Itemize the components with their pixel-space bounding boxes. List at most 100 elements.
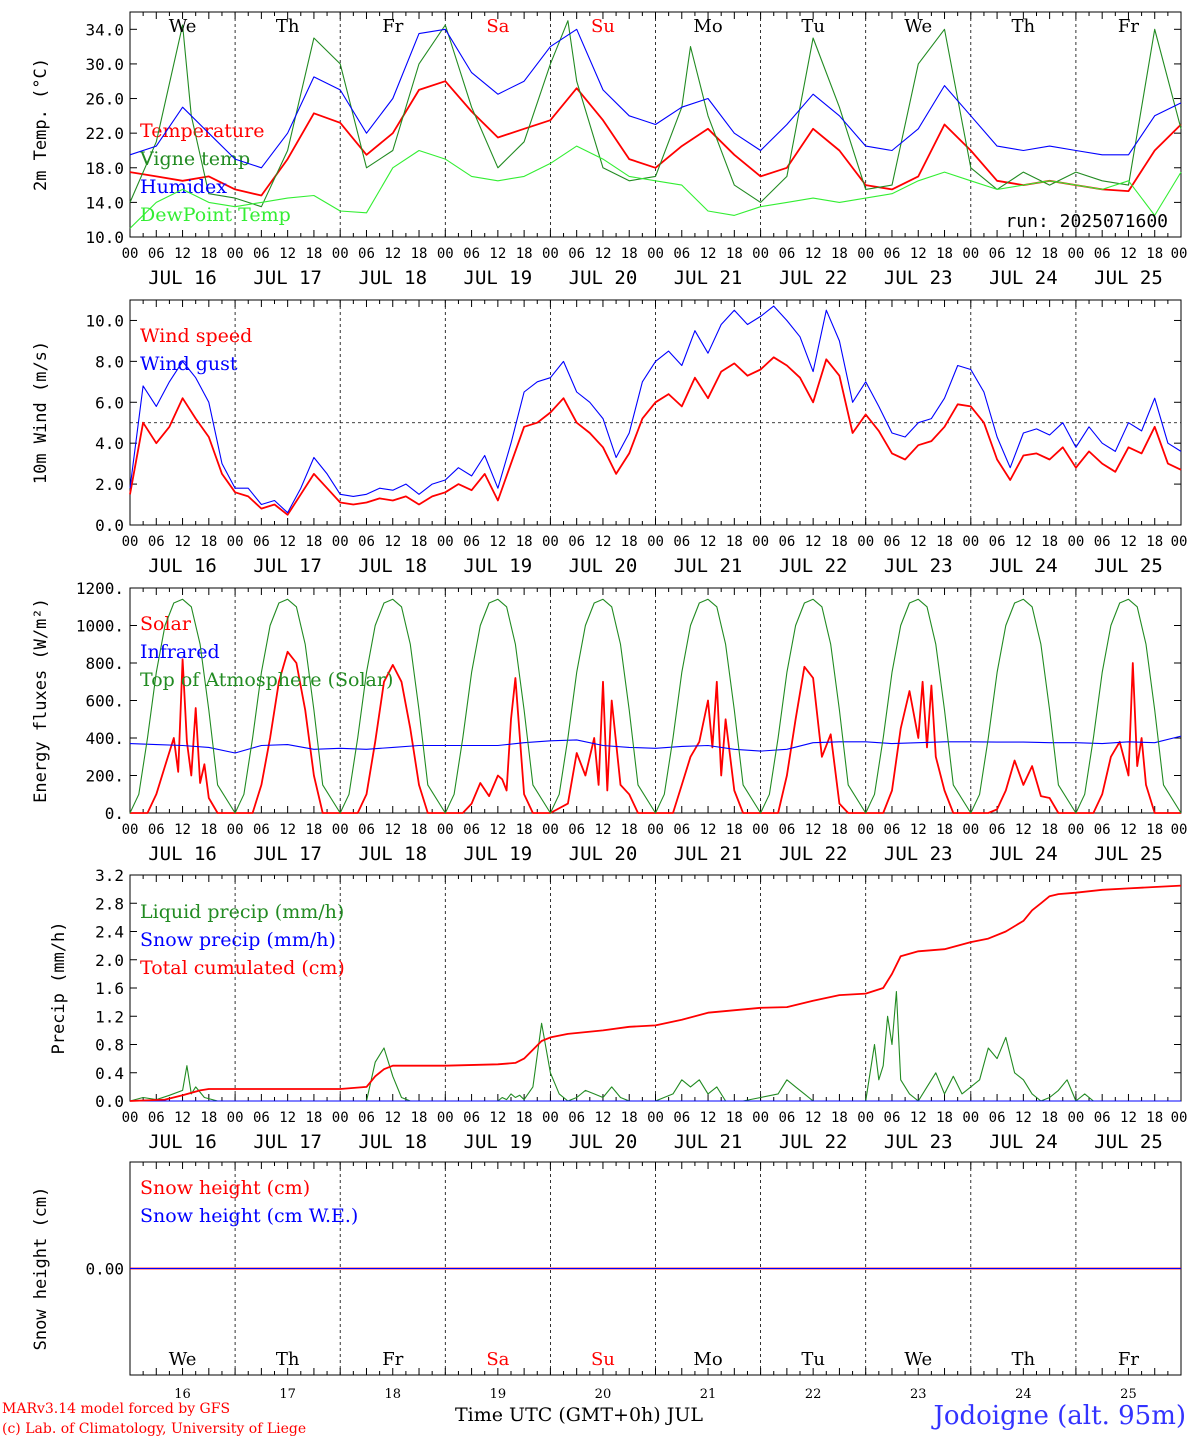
weekday-label: Sa [486,1349,509,1370]
y-axis-label: Energy fluxes (W/m²) [31,598,51,803]
y-tick-label: 10.0 [85,311,124,330]
y-tick-label: 200. [85,767,124,786]
hour-tick-label: 06 [778,246,795,262]
date-label: JUL 23 [884,843,953,865]
hour-tick-label: 18 [305,246,322,262]
hour-tick-label: 00 [647,1110,664,1126]
hour-tick-label: 06 [1094,822,1111,838]
hour-tick-label: 18 [200,534,217,550]
date-label: JUL 24 [989,1131,1058,1153]
hour-tick-label: 12 [279,822,296,838]
hour-tick-label: 12 [805,822,822,838]
y-tick-label: 8.0 [95,352,124,371]
series-line-blue [129,305,1182,514]
hour-tick-label: 06 [778,822,795,838]
hour-tick-label: 12 [700,822,717,838]
weekday-label: We [169,1349,197,1370]
date-label: JUL 22 [779,1131,848,1153]
hour-tick-label: 18 [726,246,743,262]
hour-tick-label: 12 [805,246,822,262]
legend-entry: Vigne temp [139,148,250,170]
y-tick-label: 22.0 [85,124,124,143]
hour-tick-label: 00 [857,534,874,550]
date-label: JUL 21 [674,1131,743,1153]
hour-tick-label: 06 [148,822,165,838]
date-label: JUL 18 [358,843,427,865]
date-label: JUL 18 [358,1131,427,1153]
hour-tick-label: 18 [1146,1110,1163,1126]
hour-tick-label: 06 [463,822,480,838]
date-label: JUL 16 [148,1131,217,1153]
y-tick-label: 0.0 [95,1092,124,1111]
hour-tick-label: 00 [752,534,769,550]
day-number-label: 22 [805,1387,822,1402]
day-number-label: 21 [700,1387,717,1402]
hour-tick-label: 00 [437,822,454,838]
y-tick-label: 0.00 [85,1260,124,1279]
weekday-label: We [904,16,932,37]
hour-tick-label: 06 [463,246,480,262]
legend-entry: Top of Atmosphere (Solar) [140,669,393,691]
date-label: JUL 21 [674,843,743,865]
legend-entry: Infrared [140,641,220,663]
day-number-label: 24 [1015,1387,1032,1402]
hour-tick-label: 06 [989,1110,1006,1126]
hour-tick-label: 12 [279,246,296,262]
hour-tick-label: 06 [778,534,795,550]
hour-tick-label: 18 [305,534,322,550]
hour-tick-label: 06 [568,822,585,838]
date-label: JUL 20 [569,843,638,865]
hour-tick-label: 00 [1171,822,1188,838]
date-label: JUL 21 [674,555,743,577]
y-axis-label: Snow height (cm) [31,1187,51,1351]
day-number-label: 16 [174,1387,191,1402]
y-tick-label: 1.6 [95,979,124,998]
day-number-label: 20 [595,1387,612,1402]
hour-tick-label: 12 [384,534,401,550]
hour-tick-label: 00 [857,1110,874,1126]
date-label: JUL 17 [253,267,322,289]
hour-tick-label: 06 [884,822,901,838]
hour-tick-label: 12 [489,1110,506,1126]
y-tick-label: 10.0 [85,228,124,247]
legend-entry: Snow height (cm W.E.) [140,1205,358,1227]
hour-tick-label: 12 [700,1110,717,1126]
weekday-label: Sa [486,16,509,37]
weekday-label: Tu [801,1349,825,1370]
day-number-label: 18 [384,1387,401,1402]
hour-tick-label: 12 [595,534,612,550]
y-axis-label: 10m Wind (m/s) [31,341,51,484]
hour-tick-label: 00 [962,1110,979,1126]
hour-tick-label: 18 [1041,822,1058,838]
hour-tick-label: 06 [463,1110,480,1126]
y-tick-label: 2.4 [95,923,124,942]
hour-tick-label: 06 [989,246,1006,262]
hour-tick-label: 06 [253,246,270,262]
hour-tick-label: 06 [253,1110,270,1126]
hour-tick-label: 18 [936,1110,953,1126]
weekday-label: Th [276,16,300,37]
hour-tick-label: 06 [148,246,165,262]
legend-entry: Snow height (cm) [140,1177,310,1199]
hour-tick-label: 00 [647,246,664,262]
hour-tick-label: 18 [621,1110,638,1126]
date-label: JUL 23 [884,555,953,577]
hour-tick-label: 00 [227,534,244,550]
day-number-label: 17 [279,1387,296,1402]
hour-tick-label: 12 [805,534,822,550]
weekday-label: Th [276,1349,300,1370]
hour-tick-label: 00 [962,822,979,838]
hour-tick-label: 00 [752,246,769,262]
y-axis-label: 2m Temp. (°C) [31,58,51,191]
hour-tick-label: 18 [621,822,638,838]
hour-tick-label: 00 [962,534,979,550]
hour-tick-label: 18 [305,1110,322,1126]
hour-tick-label: 12 [489,534,506,550]
hour-tick-label: 00 [437,246,454,262]
station-name: Jodoigne (alt. 95m) [933,1401,1186,1431]
date-label: JUL 25 [1094,267,1163,289]
hour-tick-label: 06 [673,822,690,838]
date-label: JUL 22 [779,555,848,577]
hour-tick-label: 18 [1146,534,1163,550]
date-label: JUL 25 [1094,843,1163,865]
